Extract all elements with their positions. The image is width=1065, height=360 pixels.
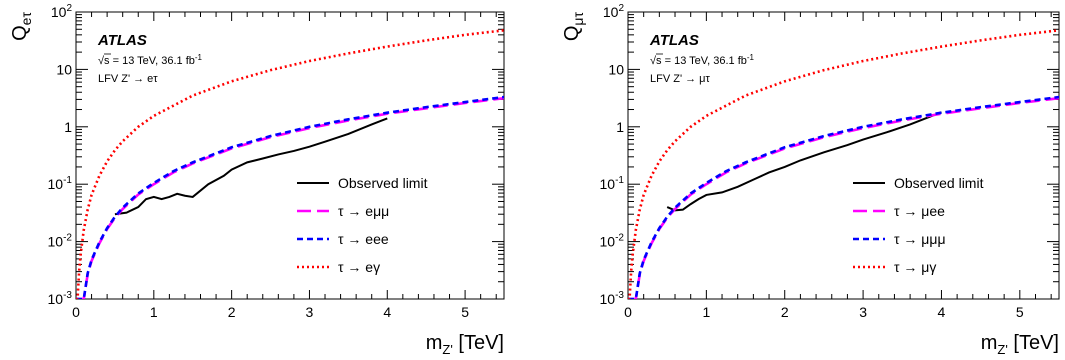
y-tick-label: 10 — [608, 61, 624, 77]
x-tick-label: 3 — [859, 304, 867, 320]
legend-label-3: τ → eγ — [338, 259, 380, 275]
atlas-label: ATLAS — [649, 32, 699, 49]
legend-label-2: τ → eee — [338, 231, 389, 247]
x-tick-label: 5 — [1016, 304, 1024, 320]
x-tick-label: 1 — [702, 304, 710, 320]
y-tick-label: 10-3 — [48, 290, 73, 307]
x-tick-label: 5 — [461, 304, 469, 320]
x-tick-label: 4 — [383, 304, 391, 320]
x-tick-label: 1 — [150, 304, 158, 320]
process-label: LFV Z' → μτ — [650, 73, 710, 85]
series-line-0 — [666, 111, 942, 212]
series-line-1 — [628, 96, 1059, 299]
y-tick-label: 10-3 — [600, 290, 625, 307]
legend-label-1: τ → μee — [894, 203, 945, 219]
y-tick-label: 102 — [603, 3, 625, 20]
y-tick-label: 10-1 — [48, 175, 73, 192]
series-line-2 — [628, 95, 1059, 299]
y-tick-label: 10-1 — [600, 175, 625, 192]
x-axis-title: mZ' [TeV] — [981, 332, 1059, 357]
x-tick-label: 0 — [624, 304, 632, 320]
plot-frame — [75, 11, 505, 300]
series-line-3 — [628, 29, 1059, 299]
series-line-2 — [76, 95, 504, 299]
legend-label-3: τ → μγ — [894, 259, 936, 275]
x-tick-label: 2 — [228, 304, 236, 320]
x-tick-label: 2 — [781, 304, 789, 320]
series-line-1 — [76, 96, 504, 299]
series-group — [628, 29, 1059, 299]
plot-frame — [627, 11, 1060, 300]
right-chart: 0 1 2 3 4 5 10-3 10-2 10-1 1 10 102 mZ' [TeV] Qμτ ATLA… — [561, 3, 1060, 357]
process-label: LFV Z' → eτ — [98, 73, 158, 85]
x-tick-label: 3 — [306, 304, 314, 320]
series-line-3 — [76, 29, 504, 299]
x-tick-label: 4 — [938, 304, 946, 320]
x-axis-title: mZ' [TeV] — [426, 332, 504, 357]
x-tick-label: 0 — [72, 304, 80, 320]
y-tick-label: 102 — [51, 3, 73, 20]
y-tick-label: 1 — [616, 119, 624, 135]
atlas-label: ATLAS — [97, 32, 147, 49]
legend-label-0: Observed limit — [338, 175, 428, 191]
y-tick-label: 10-2 — [600, 233, 625, 250]
series-line-0 — [114, 117, 388, 216]
legend-label-0: Observed limit — [894, 175, 984, 191]
legend-label-2: τ → μμμ — [894, 231, 946, 247]
y-tick-label: 10 — [56, 61, 72, 77]
y-tick-label: 1 — [64, 119, 72, 135]
y-axis-title: Qμτ — [561, 12, 586, 42]
y-axis-title: Qeτ — [9, 12, 34, 41]
y-tick-label: 10-2 — [48, 233, 73, 250]
legend-label-1: τ → eμμ — [338, 203, 389, 219]
energy-label: √s = 13 TeV, 36.1 fb-1 — [650, 53, 755, 67]
left-chart: 0 1 2 3 4 5 10-3 10-2 10-1 1 10 102 mZ' [TeV] Qeτ ATLA… — [9, 3, 505, 357]
energy-label: √s = 13 TeV, 36.1 fb-1 — [98, 53, 203, 67]
series-group — [76, 29, 504, 299]
